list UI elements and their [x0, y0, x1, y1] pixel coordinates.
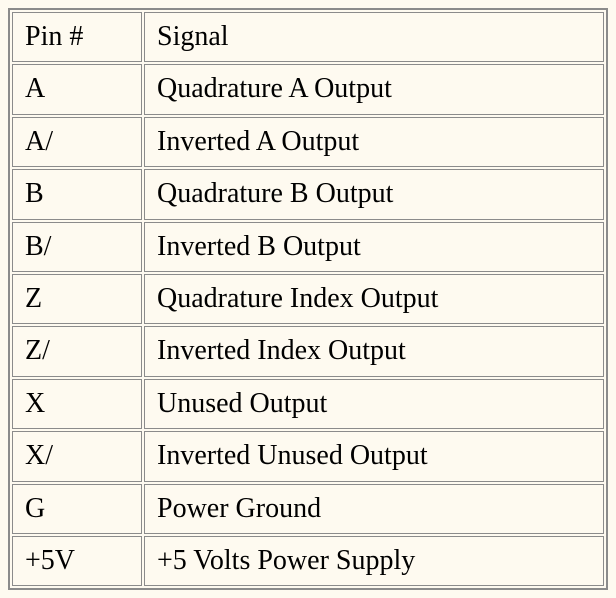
- signal-cell: Quadrature A Output: [144, 64, 604, 114]
- pin-cell: Z: [12, 274, 142, 324]
- table-row: A Quadrature A Output: [12, 64, 604, 114]
- pin-cell: A/: [12, 117, 142, 167]
- pinout-table: Pin # Signal A Quadrature A Output A/ In…: [8, 8, 608, 590]
- signal-cell: Inverted Unused Output: [144, 431, 604, 481]
- table-body: Pin # Signal A Quadrature A Output A/ In…: [12, 12, 604, 586]
- pin-cell: A: [12, 64, 142, 114]
- signal-cell: Inverted Index Output: [144, 326, 604, 376]
- pin-cell: X: [12, 379, 142, 429]
- pin-cell: G: [12, 484, 142, 534]
- header-pin: Pin #: [12, 12, 142, 62]
- signal-cell: Inverted B Output: [144, 222, 604, 272]
- table-row: Z Quadrature Index Output: [12, 274, 604, 324]
- table-row: +5V +5 Volts Power Supply: [12, 536, 604, 586]
- table-row: G Power Ground: [12, 484, 604, 534]
- table-row: B Quadrature B Output: [12, 169, 604, 219]
- pin-cell: B: [12, 169, 142, 219]
- table-row: B/ Inverted B Output: [12, 222, 604, 272]
- table-row: X/ Inverted Unused Output: [12, 431, 604, 481]
- table-header-row: Pin # Signal: [12, 12, 604, 62]
- signal-cell: Inverted A Output: [144, 117, 604, 167]
- table-row: X Unused Output: [12, 379, 604, 429]
- signal-cell: +5 Volts Power Supply: [144, 536, 604, 586]
- table-row: Z/ Inverted Index Output: [12, 326, 604, 376]
- pin-cell: B/: [12, 222, 142, 272]
- signal-cell: Quadrature B Output: [144, 169, 604, 219]
- pin-cell: X/: [12, 431, 142, 481]
- signal-cell: Power Ground: [144, 484, 604, 534]
- pin-cell: +5V: [12, 536, 142, 586]
- pin-cell: Z/: [12, 326, 142, 376]
- table-row: A/ Inverted A Output: [12, 117, 604, 167]
- header-signal: Signal: [144, 12, 604, 62]
- signal-cell: Unused Output: [144, 379, 604, 429]
- signal-cell: Quadrature Index Output: [144, 274, 604, 324]
